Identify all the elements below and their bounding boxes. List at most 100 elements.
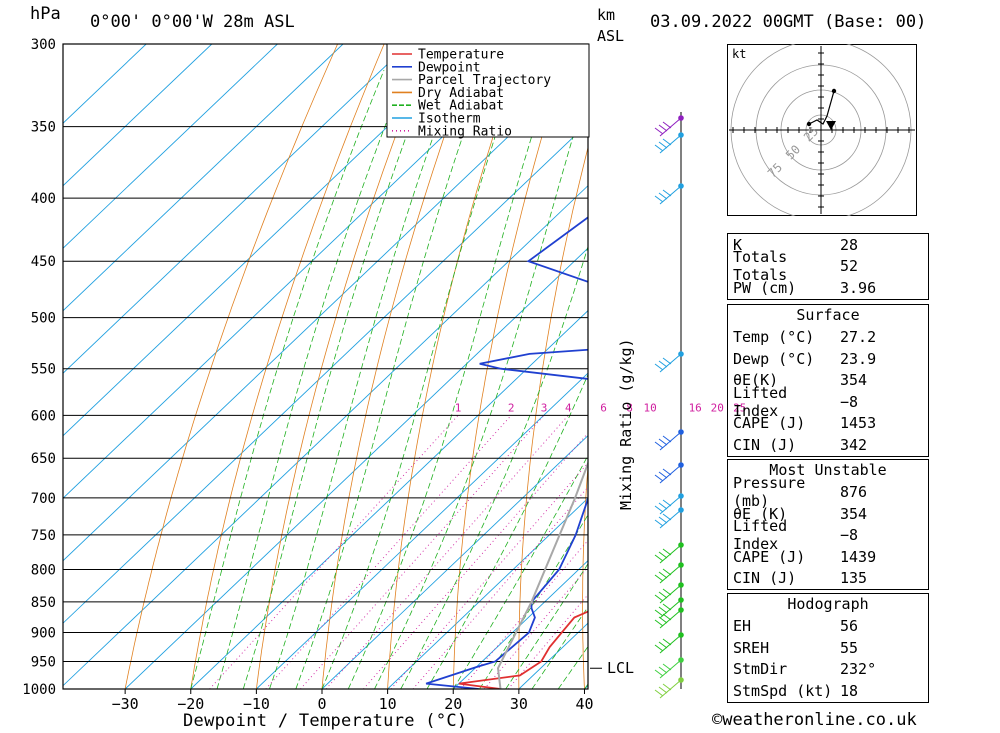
isotherm-line: [63, 44, 409, 374]
wet-adiabat-line: [190, 69, 385, 689]
pressure-tick-label: 600: [31, 408, 56, 424]
pressure-tick-label: 700: [31, 491, 56, 507]
surface-index-row: θE(K) 354: [728, 370, 928, 392]
wind-barb: [654, 634, 682, 654]
surface-index-label: CAPE (J): [733, 414, 806, 433]
isotherm-line: [63, 44, 475, 437]
mixing-ratio-label: 8: [626, 401, 633, 414]
mixing-ratio-label: 2: [508, 401, 515, 414]
dry-adiabat-line: [644, 44, 709, 689]
most-unstable-index-row: Lifted Index −8: [728, 517, 928, 553]
legend-label: Isotherm: [418, 112, 481, 127]
dry-adiabat-line: [190, 44, 385, 689]
isotherm-line: [321, 435, 588, 689]
most-unstable-title: Most Unstable: [769, 461, 887, 479]
surface-table: Surface Temp (°C) 27.2 Dewp (°C) 23.9 θE(K) 3…: [727, 304, 929, 457]
hodograph-index-value: 56: [840, 617, 859, 636]
pressure-tick-label: 1000: [22, 682, 56, 698]
hodograph-table: Hodograph EH 56 SREH 55 StmDir 232° StmSpd (kt…: [727, 593, 929, 703]
surface-index-value: 354: [840, 371, 868, 390]
pressure-tick-label: 300: [31, 37, 56, 53]
site-credit[interactable]: ©weatheronline.co.uk: [712, 710, 917, 730]
legend-label: Temperature: [418, 48, 504, 63]
isotherm-line: [256, 372, 588, 689]
hodograph-index-label: StmSpd (kt): [733, 681, 833, 700]
pressure-tick-label: 350: [31, 120, 56, 136]
general-index-row: PW (cm) 3.96: [728, 277, 928, 299]
wind-barb: [654, 464, 682, 484]
wind-barb: [654, 609, 682, 629]
location-label: 0°00' 0°00'W 28m ASL: [90, 12, 295, 32]
wind-barb: [654, 495, 682, 515]
most-unstable-table: Most Unstable Pressure (mb) 876 θE (K) 354 L…: [727, 459, 929, 590]
pressure-tick-label: 850: [31, 595, 56, 611]
isotherm-line: [452, 560, 588, 689]
parcel-trajectory-line: [496, 460, 588, 689]
wet-adiabat-line: [269, 44, 468, 689]
most-unstable-index-row: CIN (J) 135: [728, 568, 928, 590]
surface-index-row: Temp (°C) 27.2: [728, 327, 928, 349]
general-index-row: K 28: [728, 234, 928, 256]
surface-index-label: Dewp (°C): [733, 349, 815, 368]
wind-barb: [654, 509, 682, 529]
general-indices-table: K 28 Totals Totals 52 PW (cm) 3.96: [727, 233, 929, 300]
surface-index-value: −8: [840, 392, 859, 411]
wet-adiabat-line: [374, 85, 588, 689]
hodograph-title: Hodograph: [787, 595, 869, 613]
mixing-ratio-label: 25: [733, 401, 746, 414]
hodograph-index-value: 55: [840, 638, 859, 657]
most-unstable-index-value: 135: [840, 569, 868, 588]
x-axis-title: Dewpoint / Temperature (°C): [183, 711, 468, 731]
x-tick-label: 0: [317, 695, 326, 713]
surface-title: Surface: [796, 306, 860, 324]
hodograph-index-row: SREH 55: [728, 637, 928, 659]
most-unstable-index-label: Pressure (mb): [733, 474, 806, 511]
hodograph-start-point: [831, 88, 837, 94]
hodograph-end-point: [806, 121, 812, 127]
hodograph-unit-label: kt: [732, 47, 746, 61]
legend-label: Mixing Ratio: [418, 124, 512, 139]
surface-index-row: Dewp (°C) 23.9: [728, 348, 928, 370]
dry-adiabat-line: [452, 44, 571, 689]
mixing-ratio-label: 16: [689, 401, 702, 414]
asl-unit-label: ASL: [597, 27, 625, 45]
lcl-label: LCL: [607, 659, 634, 677]
datetime-label: 03.09.2022 00GMT (Base: 00): [650, 12, 927, 32]
general-index-value: 52: [840, 257, 859, 276]
most-unstable-index-row: θE (K) 354: [728, 503, 928, 525]
hodograph-index-label: EH: [733, 617, 752, 636]
mixing-ratio-label: 20: [711, 401, 724, 414]
surface-index-label: θE(K): [733, 371, 779, 390]
pressure-tick-label: 500: [31, 311, 56, 327]
hodograph-index-value: 18: [840, 681, 859, 700]
isotherm-line: [387, 497, 588, 689]
x-tick-label: 20: [444, 695, 462, 713]
wind-barb: [654, 134, 682, 154]
hodograph-index-label: StmDir: [733, 660, 788, 679]
isotherm-line: [63, 44, 278, 249]
x-tick-label: −30: [112, 695, 139, 713]
mixing-ratio-line: [363, 432, 588, 689]
site-credit-text: weatheronline.co.uk: [722, 710, 917, 730]
wind-barb: [654, 659, 682, 679]
mixing-ratio-line: [265, 415, 512, 689]
legend-label: Wet Adiabat: [418, 99, 504, 114]
most-unstable-index-value: −8: [840, 526, 859, 545]
surface-index-label: Lifted Index: [733, 383, 788, 420]
mixing-ratio-axis-title: Mixing Ratio (g/kg): [617, 338, 635, 510]
pressure-tick-label: 950: [31, 655, 56, 671]
mixing-ratio-label: 1: [455, 401, 462, 414]
x-tick-label: 10: [379, 695, 397, 713]
x-tick-label: −20: [177, 695, 204, 713]
most-unstable-index-row: CAPE (J) 1439: [728, 546, 928, 568]
isotherm-line: [63, 44, 344, 312]
temperature-line: [458, 610, 588, 689]
surface-index-label: CIN (J): [733, 435, 797, 454]
surface-index-value: 1453: [840, 414, 877, 433]
general-index-label: PW (cm): [733, 278, 797, 297]
wet-adiabat-line: [452, 454, 588, 689]
isotherm-line: [63, 44, 213, 187]
hodograph-index-row: StmSpd (kt) 18: [728, 680, 928, 702]
